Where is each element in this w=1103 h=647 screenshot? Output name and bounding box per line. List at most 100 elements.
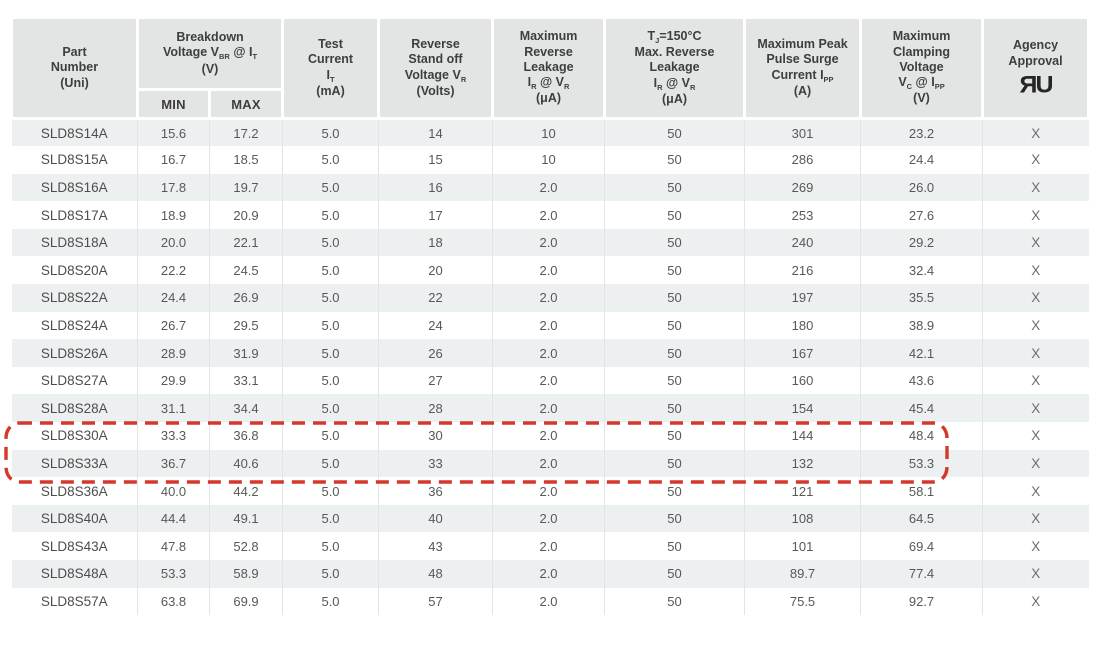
table-row: SLD8S40A 44.4 49.1 5.0 40 2.0 50 108 64.5 X bbox=[11, 504, 1089, 533]
header-line: IR @ VR bbox=[653, 75, 696, 92]
max-reverse-leakage-cell: 2.0 bbox=[492, 449, 605, 478]
agency-cell: X bbox=[982, 587, 1089, 616]
header-line: (μA) bbox=[536, 91, 562, 106]
min-cell: 33.3 bbox=[137, 422, 210, 450]
test-current-cell: 5.0 bbox=[282, 201, 379, 229]
header-line: Voltage VR bbox=[404, 67, 467, 84]
part-number-cell: SLD8S22A bbox=[40, 290, 108, 306]
test-current-cell: 5.0 bbox=[282, 256, 379, 285]
tj-reverse-leakage-cell: 50 bbox=[604, 532, 745, 560]
surge-cell: 154 bbox=[744, 394, 861, 423]
surge-cell: 132 bbox=[744, 449, 861, 478]
min-cell: 28.9 bbox=[137, 339, 210, 367]
col-header-standoff: Reverse Stand off Voltage VR (Volts) bbox=[377, 16, 495, 120]
surge-cell: 216 bbox=[744, 256, 861, 285]
col-header-max-reverse-leakage: Maximum Reverse Leakage IR @ VR (μA) bbox=[491, 16, 607, 120]
tj-reverse-leakage-cell: 50 bbox=[604, 118, 745, 147]
surge-cell: 89.7 bbox=[744, 560, 861, 588]
max-cell: 29.5 bbox=[208, 311, 283, 340]
tj-reverse-leakage-cell: 50 bbox=[604, 366, 745, 395]
part-number-cell: SLD8S40A bbox=[40, 511, 108, 527]
tj-reverse-leakage-cell: 50 bbox=[604, 201, 745, 229]
max-cell: 40.6 bbox=[208, 449, 283, 478]
max-reverse-leakage-cell: 2.0 bbox=[492, 173, 605, 202]
header-line: Number bbox=[50, 60, 99, 75]
clamping-cell: 77.4 bbox=[860, 560, 983, 588]
test-current-cell: 5.0 bbox=[282, 146, 379, 174]
clamping-cell: 23.2 bbox=[860, 118, 983, 147]
part-number-cell: SLD8S16A bbox=[40, 179, 108, 195]
header-line: VC @ IPP bbox=[898, 75, 945, 92]
surge-cell: 269 bbox=[744, 173, 861, 202]
spec-table-wrap: Part Number (Uni) Breakdown Voltage VBR @ IT… bbox=[4, 16, 1091, 616]
col-header-breakdown: Breakdown Voltage VBR @ IT (V) bbox=[135, 16, 285, 91]
header-row: MIN MAX bbox=[12, 88, 1089, 120]
test-current-cell: 5.0 bbox=[282, 118, 379, 147]
header-line: Reverse bbox=[411, 37, 460, 52]
clamping-cell: 48.4 bbox=[860, 422, 983, 450]
col-header-test-current: Test Current IT (mA) bbox=[281, 16, 381, 120]
header-row: Part Number (Uni) Breakdown Voltage VBR @ IT… bbox=[10, 16, 1091, 120]
clamping-cell: 42.1 bbox=[860, 339, 983, 367]
agency-cell: X bbox=[982, 311, 1089, 340]
table-row: SLD8S22A 24.4 26.9 5.0 22 2.0 50 197 35.5 X bbox=[11, 284, 1089, 312]
max-reverse-leakage-cell: 2.0 bbox=[492, 366, 605, 395]
agency-cell: X bbox=[982, 284, 1089, 312]
table-row: SLD8S27A 29.9 33.1 5.0 27 2.0 50 160 43.6 X bbox=[11, 366, 1089, 395]
part-number-cell: SLD8S15A bbox=[40, 152, 108, 168]
col-header-surge: Maximum Peak Pulse Surge Current IPP (A) bbox=[743, 16, 863, 120]
header-line: Current bbox=[307, 52, 354, 67]
tj-reverse-leakage-cell: 50 bbox=[604, 339, 745, 367]
min-cell: 26.7 bbox=[137, 311, 210, 340]
agency-cell: X bbox=[982, 532, 1089, 560]
table-row: SLD8S15A 16.7 18.5 5.0 15 10 50 286 24.4 X bbox=[11, 146, 1089, 174]
header-line: Breakdown bbox=[176, 30, 244, 45]
max-cell: 19.7 bbox=[208, 173, 283, 202]
header-line: Reverse bbox=[524, 44, 573, 59]
table-row: SLD8S28A 31.1 34.4 5.0 28 2.0 50 154 45.4 X bbox=[11, 394, 1089, 423]
header-line: Leakage bbox=[649, 60, 700, 75]
agency-cell: X bbox=[982, 228, 1089, 257]
clamping-cell: 35.5 bbox=[860, 284, 983, 312]
clamping-cell: 45.4 bbox=[860, 394, 983, 423]
min-cell: 47.8 bbox=[137, 532, 210, 560]
tj-reverse-leakage-cell: 50 bbox=[604, 560, 745, 588]
table-row-highlighted: SLD8S30A 33.3 36.8 5.0 30 2.0 50 144 48.4 X bbox=[11, 422, 1089, 450]
max-cell: 52.8 bbox=[208, 532, 283, 560]
header-line: Leakage bbox=[523, 59, 574, 74]
part-number-cell: SLD8S20A bbox=[40, 262, 108, 278]
test-current-cell: 5.0 bbox=[282, 477, 379, 505]
min-cell: 24.4 bbox=[137, 284, 210, 312]
surge-cell: 108 bbox=[744, 504, 861, 533]
clamping-cell: 43.6 bbox=[860, 366, 983, 395]
max-cell: 36.8 bbox=[208, 422, 283, 450]
header-line: Voltage VBR @ IT bbox=[162, 45, 258, 62]
part-number-cell: SLD8S17A bbox=[40, 207, 108, 223]
part-number-cell: SLD8S26A bbox=[40, 345, 108, 361]
surge-cell: 240 bbox=[744, 228, 861, 257]
header-line: IT bbox=[326, 67, 335, 84]
part-number-cell: SLD8S43A bbox=[40, 538, 108, 554]
col-header-clamping: Maximum Clamping Voltage VC @ IPP (V) bbox=[859, 16, 985, 120]
header-line: Agency bbox=[1012, 38, 1059, 53]
ul-recognized-icon: ЯU bbox=[1019, 71, 1054, 99]
standoff-cell: 18 bbox=[378, 228, 493, 257]
header-line: Current IPP bbox=[771, 67, 834, 84]
agency-cell: X bbox=[982, 256, 1089, 285]
min-cell: 31.1 bbox=[137, 394, 210, 423]
table-row: SLD8S16A 17.8 19.7 5.0 16 2.0 50 269 26.0 X bbox=[11, 173, 1089, 202]
min-cell: 20.0 bbox=[137, 228, 210, 257]
table-row: SLD8S24A 26.7 29.5 5.0 24 2.0 50 180 38.9 X bbox=[11, 311, 1089, 340]
min-cell: 40.0 bbox=[137, 477, 210, 505]
agency-cell: X bbox=[982, 560, 1089, 588]
max-header: MAX bbox=[207, 88, 285, 120]
min-cell: 15.6 bbox=[137, 118, 210, 147]
standoff-cell: 15 bbox=[378, 146, 493, 174]
col-header-agency: Agency Approval ЯU bbox=[981, 16, 1091, 120]
min-cell: 63.8 bbox=[137, 587, 210, 616]
test-current-cell: 5.0 bbox=[282, 339, 379, 367]
standoff-cell: 43 bbox=[378, 532, 493, 560]
max-reverse-leakage-cell: 2.0 bbox=[492, 256, 605, 285]
tj-reverse-leakage-cell: 50 bbox=[604, 504, 745, 533]
standoff-cell: 17 bbox=[378, 201, 493, 229]
